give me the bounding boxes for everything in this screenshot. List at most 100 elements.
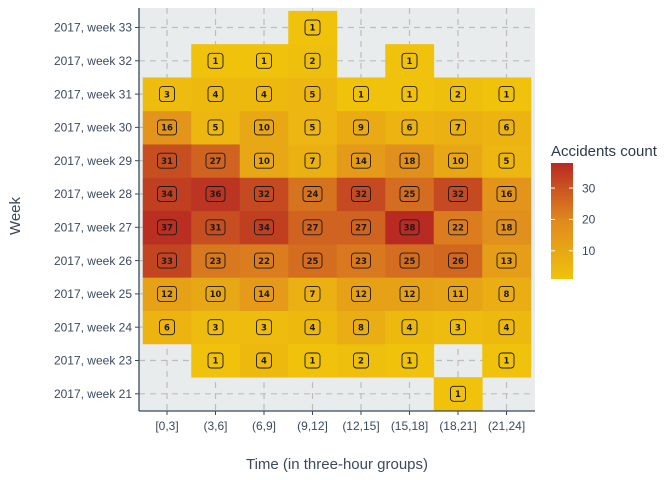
cell-value: 1 <box>407 357 413 367</box>
cell-label: 14 <box>254 285 274 302</box>
cell-label-box <box>256 86 272 103</box>
cell-label: 3 <box>207 319 224 336</box>
cell-label-box <box>207 352 224 369</box>
cell-value: 4 <box>213 90 219 100</box>
cell-value: 23 <box>355 257 367 267</box>
y-tick-label: 2017, week 24 <box>54 320 132 334</box>
x-tick-label: [0,3] <box>155 419 178 433</box>
cell-value: 1 <box>310 24 316 34</box>
cell-label: 1 <box>207 52 224 69</box>
cell-label: 16 <box>496 186 517 202</box>
cell-label-box <box>304 152 321 169</box>
cell-label-box <box>304 352 321 369</box>
x-tick-label: (18,21] <box>439 419 476 433</box>
y-tick-label: 2017, week 26 <box>54 254 132 268</box>
cell-label-box <box>254 186 274 202</box>
cell-value: 1 <box>455 390 461 400</box>
cell-label: 12 <box>157 285 177 302</box>
cell-value: 5 <box>310 124 316 134</box>
cell-label-box <box>205 152 226 169</box>
cell-label-box <box>351 219 371 236</box>
cell-label-box <box>304 285 321 302</box>
cell-label: 27 <box>302 219 323 236</box>
legend-title: Accidents count <box>551 143 658 160</box>
cell-label-box <box>498 86 515 103</box>
legend-tick-label: 30 <box>582 181 596 195</box>
cell-value: 3 <box>164 90 170 100</box>
cell-label: 32 <box>448 186 468 202</box>
cell-label-box <box>302 252 323 269</box>
cell-label: 34 <box>157 186 177 202</box>
cell-label: 10 <box>205 285 226 302</box>
cell-value: 10 <box>452 157 464 167</box>
cell-value: 2 <box>310 57 316 67</box>
cell-label-box <box>401 52 418 69</box>
cell-label-box <box>304 319 321 336</box>
cell-label-box <box>448 252 468 269</box>
cell-label: 25 <box>399 252 420 269</box>
cell-value: 16 <box>501 190 513 200</box>
cell-value: 12 <box>355 290 367 300</box>
cell-label-box <box>207 52 224 69</box>
cell-label-box <box>254 119 274 136</box>
cell-label-box <box>353 352 369 369</box>
y-tick-label: 2017, week 23 <box>54 354 132 368</box>
cell-value: 1 <box>407 90 413 100</box>
cell-label-box <box>205 186 226 202</box>
cell-label: 1 <box>401 352 418 369</box>
cell-value: 7 <box>310 157 316 167</box>
cell-value: 32 <box>452 190 464 200</box>
cell-label-box <box>399 285 420 302</box>
cell-label-box <box>207 119 224 136</box>
cell-label: 22 <box>254 252 274 269</box>
cell-value: 1 <box>261 57 267 67</box>
cell-label-box <box>254 152 274 169</box>
cell-label-box <box>159 319 175 336</box>
cell-label-box <box>448 186 468 202</box>
cell-label-box <box>256 352 272 369</box>
cell-label: 4 <box>401 319 418 336</box>
cell-label: 11 <box>448 285 468 302</box>
cell-label: 18 <box>399 152 420 169</box>
cell-label-box <box>450 86 466 103</box>
cell-label: 27 <box>205 152 226 169</box>
cell-label: 2 <box>353 352 369 369</box>
cell-value: 1 <box>504 90 510 100</box>
cell-value: 34 <box>161 190 173 200</box>
cell-label: 10 <box>254 152 274 169</box>
cell-label: 3 <box>256 319 272 336</box>
x-tick-label: (6,9] <box>252 419 276 433</box>
cell-label-box <box>304 119 321 136</box>
cell-label: 38 <box>399 219 420 236</box>
cell-label: 18 <box>496 219 517 236</box>
cell-value: 7 <box>455 124 461 134</box>
cell-label: 22 <box>448 219 468 236</box>
x-tick-label: (21,24] <box>488 419 525 433</box>
cell-label: 5 <box>304 119 321 136</box>
cell-value: 25 <box>404 257 416 267</box>
cell-value: 14 <box>355 157 367 167</box>
cell-value: 3 <box>261 323 267 333</box>
x-tick-label: (15,18] <box>391 419 428 433</box>
legend-colorbar <box>551 163 573 279</box>
cell-label-box <box>254 285 274 302</box>
cell-label-box <box>498 352 515 369</box>
cell-label-box <box>157 119 177 136</box>
cell-value: 38 <box>404 224 416 234</box>
cell-label-box <box>205 252 226 269</box>
cell-value: 5 <box>504 157 510 167</box>
cell-label-box <box>302 186 323 202</box>
cell-value: 3 <box>455 323 461 333</box>
cell-label: 1 <box>401 86 418 103</box>
cell-label-box <box>353 86 369 103</box>
y-tick-label: 2017, week 25 <box>54 287 132 301</box>
cell-label: 3 <box>450 319 466 336</box>
cell-label: 4 <box>498 319 515 336</box>
cell-label-box <box>401 352 418 369</box>
cell-value: 25 <box>307 257 319 267</box>
cell-label-box <box>353 119 369 136</box>
legend-tick-label: 10 <box>582 244 596 258</box>
cell-value: 32 <box>258 190 270 200</box>
y-tick-label: 2017, week 33 <box>54 21 132 35</box>
